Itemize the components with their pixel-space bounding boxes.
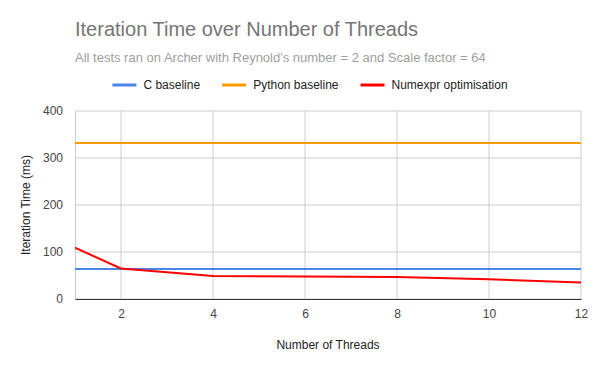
plot-area <box>75 143 581 283</box>
grid-line-x <box>305 111 306 299</box>
grid-line-x <box>397 111 398 299</box>
x-tick-label: 8 <box>394 307 401 321</box>
x-tick-label: 2 <box>118 307 125 321</box>
subtitle: All tests ran on Archer with Reynold's n… <box>75 50 486 65</box>
y-tick-label: 300 <box>43 151 63 165</box>
x-tick: 2 <box>118 299 125 321</box>
grid-line-x <box>489 111 490 299</box>
x-axis: 2 4 6 8 10 12 <box>76 299 589 321</box>
legend-item: Python baseline <box>222 78 339 92</box>
x-tick: 12 <box>575 299 589 321</box>
y-axis-title: Iteration Time (ms) <box>19 155 33 255</box>
x-tick-label: 10 <box>483 307 497 321</box>
grid-line-y <box>75 205 581 206</box>
y-tick: 300 <box>43 151 75 165</box>
y-axis: 0 100 200 300 400 <box>43 104 76 306</box>
x-axis-title: Number of Threads <box>276 338 379 352</box>
y-tick-label: 0 <box>56 292 63 306</box>
x-tick-label: 12 <box>575 307 589 321</box>
grid-line-x <box>581 111 582 299</box>
series-line <box>75 248 581 283</box>
legend-item: C baseline <box>112 78 200 92</box>
x-tick-label: 6 <box>302 307 309 321</box>
background <box>0 0 600 371</box>
y-tick-label: 400 <box>43 104 63 118</box>
x-tick: 10 <box>483 299 497 321</box>
title: Iteration Time over Number of Threads <box>75 18 418 40</box>
x-axis-line <box>76 299 582 300</box>
grid-line-y <box>75 299 581 300</box>
x-tick: 4 <box>210 299 217 321</box>
y-tick: 400 <box>43 104 75 118</box>
grid-line-y <box>75 111 581 112</box>
legend-swatch <box>222 84 246 87</box>
y-tick-label: 200 <box>43 198 63 212</box>
legend-item: Numexpr optimisation <box>361 78 508 92</box>
y-tick: 200 <box>43 198 75 212</box>
legend-swatch <box>361 84 385 87</box>
x-tick-label: 4 <box>210 307 217 321</box>
legend: C baseline Python baseline Numexpr optimis… <box>112 78 507 92</box>
legend-label: C baseline <box>143 78 200 92</box>
y-axis-line <box>75 112 76 300</box>
chart: Iteration Time over Number of Threads All… <box>0 0 600 371</box>
grid-line-y <box>75 158 581 159</box>
legend-label: Numexpr optimisation <box>392 78 508 92</box>
y-tick: 100 <box>43 245 75 259</box>
y-tick-label: 100 <box>43 245 63 259</box>
legend-swatch <box>112 84 136 87</box>
grid-line-x <box>213 111 214 299</box>
grid-line-y <box>75 252 581 253</box>
x-tick: 6 <box>302 299 309 321</box>
grid <box>75 111 581 299</box>
series-line <box>75 268 581 270</box>
legend-label: Python baseline <box>253 78 339 92</box>
y-tick: 0 <box>56 292 75 306</box>
series-line <box>75 142 581 144</box>
grid-line-x <box>121 111 122 299</box>
x-tick: 8 <box>394 299 401 321</box>
